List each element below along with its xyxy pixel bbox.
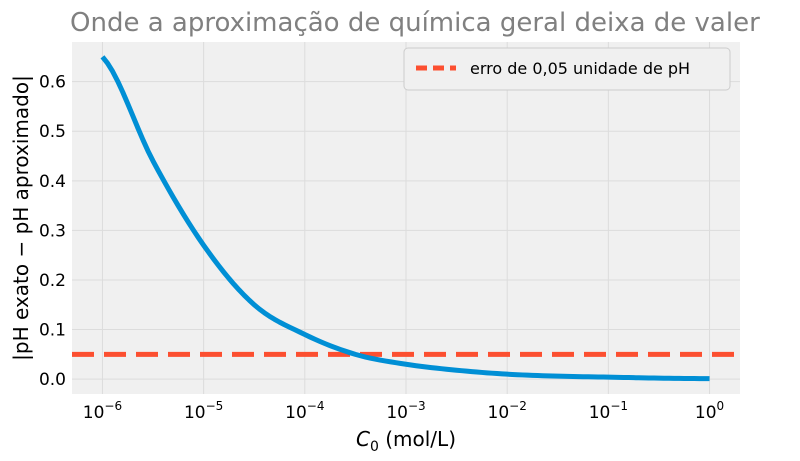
x-tick-label: 100 (695, 399, 724, 423)
y-tick-labels: 0.0 0.1 0.2 0.3 0.4 0.5 0.6 (39, 73, 66, 390)
x-tick-exponent: −2 (509, 399, 527, 413)
x-tick-labels: 10−6 10−5 10−4 10−3 10−2 10−1 100 (83, 399, 724, 423)
x-tick-base: 10 (184, 403, 206, 423)
x-tick-label: 10−4 (285, 399, 324, 423)
x-tick-exponent: 0 (717, 399, 725, 413)
x-tick-base: 10 (285, 403, 307, 423)
series-lines (100, 55, 710, 382)
x-tick-label: 10−1 (589, 399, 628, 423)
x-tick-label: 10−3 (386, 399, 425, 423)
y-tick-label: 0.0 (39, 370, 66, 390)
legend-label: erro de 0,05 unidade de pH (470, 59, 690, 78)
chart-title: Onde a aproximação de química geral deix… (70, 8, 760, 38)
x-axis-label: C0 (mol/L) (356, 427, 456, 455)
x-tick-exponent: −1 (610, 399, 628, 413)
legend: erro de 0,05 unidade de pH (403, 47, 731, 91)
x-tick-base: 10 (695, 403, 717, 423)
y-tick-label: 0.1 (39, 321, 66, 341)
y-tick-label: 0.3 (39, 221, 66, 241)
y-tick-label: 0.5 (39, 122, 66, 142)
x-tick-exponent: −4 (307, 399, 325, 413)
series-line (100, 55, 710, 382)
x-axis-label-symbol: C (356, 427, 370, 451)
x-axis-label-subscript: 0 (370, 439, 379, 455)
x-tick-base: 10 (589, 403, 611, 423)
x-tick-label: 10−5 (184, 399, 223, 423)
y-tick-label: 0.6 (39, 73, 66, 93)
x-tick-exponent: −5 (206, 399, 224, 413)
y-tick-label: 0.4 (39, 172, 66, 192)
x-axis-label-unit: (mol/L) (379, 427, 456, 451)
x-tick-exponent: −3 (408, 399, 426, 413)
x-tick-base: 10 (83, 403, 105, 423)
x-tick-label: 10−6 (83, 399, 122, 423)
y-axis-label: |pH exato − pH aproximado| (9, 75, 33, 361)
x-tick-exponent: −6 (104, 399, 122, 413)
legend-box (403, 47, 731, 91)
y-tick-label: 0.2 (39, 271, 66, 291)
x-tick-base: 10 (488, 403, 510, 423)
x-tick-base: 10 (386, 403, 408, 423)
x-tick-label: 10−2 (488, 399, 527, 423)
